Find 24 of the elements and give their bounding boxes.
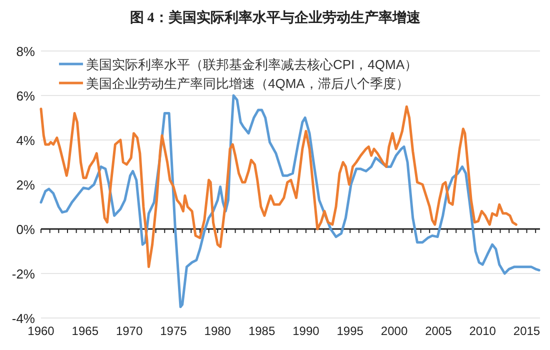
x-tick-label: 1965 [72,324,99,338]
y-tick-label: -2% [12,266,36,282]
x-tick-label: 2005 [425,324,452,338]
y-tick-label: 8% [16,44,36,59]
x-tick-label: 1995 [336,324,364,338]
y-tick-label: 0% [16,222,36,237]
chart-title: 图 4：美国实际利率水平与企业劳动生产率增速 [130,9,422,26]
x-tick-label: 2000 [380,324,408,338]
line-series [40,105,518,268]
y-tick-label: 2% [16,178,36,192]
x-tick-label: 1960 [28,324,55,338]
x-tick-label: 2010 [469,324,496,338]
x-tick-label: 1990 [292,324,320,338]
legend-label: 美国实际利率水平（联邦基金利率减去核心CPI，4QMA） [86,57,418,72]
x-tick-label: 1980 [204,324,232,338]
y-tick-label: -4% [12,311,36,326]
legend-label: 美国企业劳动生产率同比增速（4QMA，滞后八个季度） [86,76,409,91]
x-tick-label: 1975 [160,324,188,338]
line-series [40,94,540,308]
y-tick-label: 6% [16,88,36,104]
x-tick-label: 1970 [116,324,143,338]
y-tick-label: 4% [16,133,36,148]
x-tick-label: 2015 [513,324,540,338]
x-tick-label: 1985 [248,324,276,338]
